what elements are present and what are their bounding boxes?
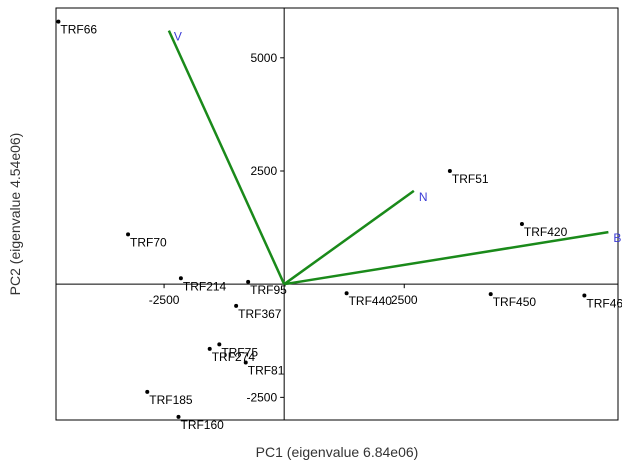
data-point xyxy=(145,389,150,394)
y-tick-label: -2500 xyxy=(246,390,277,404)
data-point xyxy=(176,414,181,419)
point-label: TRF420 xyxy=(524,225,568,239)
tick-labels: -2500 2500 5000 2500 -2500 xyxy=(149,51,418,405)
data-point xyxy=(217,342,222,347)
vector-label: N xyxy=(419,190,428,204)
data-point xyxy=(207,346,212,351)
point-label: TRF440 xyxy=(349,294,393,308)
data-point xyxy=(582,293,587,298)
data-point xyxy=(246,279,251,284)
y-axis-title: PC2 (eigenvalue 4.54e06) xyxy=(7,133,23,296)
data-point xyxy=(178,276,183,281)
loading-vector-v xyxy=(167,30,286,285)
point-label: TRF274 xyxy=(212,350,256,364)
data-point xyxy=(519,221,524,226)
point-label: TRF95 xyxy=(250,283,287,297)
data-point xyxy=(447,168,452,173)
data-point xyxy=(243,360,248,365)
loading-vector-b xyxy=(283,230,609,286)
x-axis-title: PC1 (eigenvalue 6.84e06) xyxy=(256,444,419,460)
y-tick-label: 5000 xyxy=(250,51,277,65)
point-label: TRF160 xyxy=(180,418,224,432)
point-label: TRF450 xyxy=(493,295,537,309)
point-label: TRF367 xyxy=(238,307,282,321)
point-label: TRF70 xyxy=(130,235,167,249)
vector-label: V xyxy=(174,30,182,44)
data-point xyxy=(344,291,349,296)
axes xyxy=(56,8,618,420)
point-label: TRF185 xyxy=(149,393,193,407)
x-tick-label: -2500 xyxy=(149,293,180,307)
loading-vectors: V N B xyxy=(167,30,621,286)
data-point xyxy=(234,303,239,308)
point-label: TRF66 xyxy=(60,23,97,37)
point-label: TRF214 xyxy=(183,279,227,293)
data-point xyxy=(56,19,61,24)
loading-vector-n xyxy=(283,189,415,286)
point-label: TRF75 xyxy=(221,345,258,359)
x-tick-label: 2500 xyxy=(391,293,418,307)
y-tick-label: 2500 xyxy=(250,164,277,178)
point-label: TRF81 xyxy=(248,364,285,378)
point-label: TRF468 xyxy=(586,296,622,310)
data-point xyxy=(126,232,131,237)
vector-label: B xyxy=(613,231,621,245)
data-point xyxy=(488,292,493,297)
point-label: TRF51 xyxy=(452,172,489,186)
plot-frame xyxy=(55,7,619,421)
